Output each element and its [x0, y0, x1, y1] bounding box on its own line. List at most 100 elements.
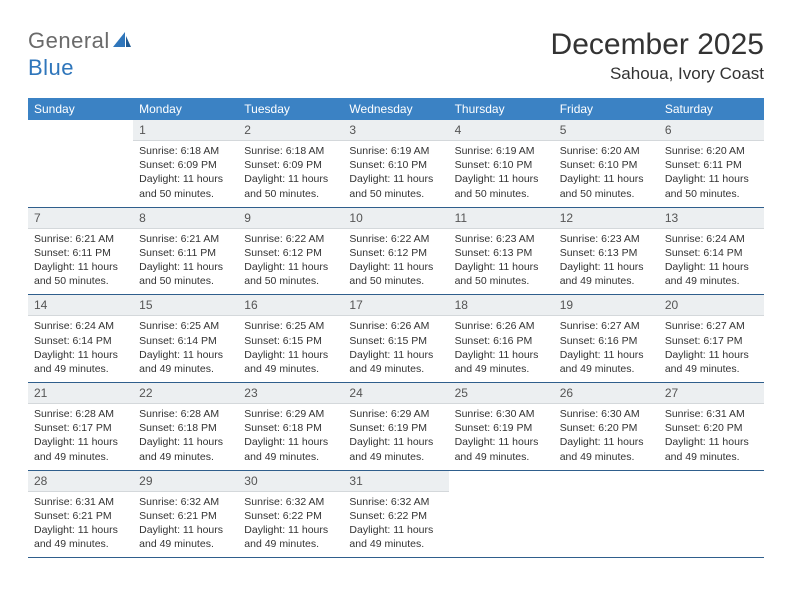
sunrise-text: Sunrise: 6:29 AM [244, 407, 337, 421]
sunrise-text: Sunrise: 6:21 AM [34, 232, 127, 246]
sunrise-text: Sunrise: 6:27 AM [665, 319, 758, 333]
day-number: 2 [238, 120, 343, 141]
sunrise-text: Sunrise: 6:32 AM [244, 495, 337, 509]
day-number: 13 [659, 208, 764, 229]
sunset-text: Sunset: 6:11 PM [34, 246, 127, 260]
day-body: Sunrise: 6:19 AMSunset: 6:10 PMDaylight:… [449, 141, 554, 207]
daylight-text: Daylight: 11 hours and 50 minutes. [244, 260, 337, 288]
day-cell: 24 Sunrise: 6:29 AMSunset: 6:19 PMDayligh… [343, 383, 448, 471]
day-number: 17 [343, 295, 448, 316]
sunrise-text: Sunrise: 6:28 AM [139, 407, 232, 421]
sunset-text: Sunset: 6:18 PM [139, 421, 232, 435]
sunrise-text: Sunrise: 6:25 AM [139, 319, 232, 333]
daylight-text: Daylight: 11 hours and 49 minutes. [244, 523, 337, 551]
sunset-text: Sunset: 6:19 PM [349, 421, 442, 435]
daylight-text: Daylight: 11 hours and 49 minutes. [349, 348, 442, 376]
daylight-text: Daylight: 11 hours and 49 minutes. [139, 523, 232, 551]
sunrise-text: Sunrise: 6:23 AM [560, 232, 653, 246]
sunset-text: Sunset: 6:16 PM [560, 334, 653, 348]
sunset-text: Sunset: 6:16 PM [455, 334, 548, 348]
day-cell: 9Sunrise: 6:22 AMSunset: 6:12 PMDaylight… [238, 207, 343, 295]
sunset-text: Sunset: 6:11 PM [665, 158, 758, 172]
day-body: Sunrise: 6:23 AMSunset: 6:13 PMDaylight:… [449, 229, 554, 295]
day-number: 19 [554, 295, 659, 316]
month-title: December 2025 [551, 28, 764, 62]
dow-thursday: Thursday [449, 98, 554, 120]
day-cell: 14 Sunrise: 6:24 AMSunset: 6:14 PMDayligh… [28, 295, 133, 383]
daylight-text: Daylight: 11 hours and 49 minutes. [34, 348, 127, 376]
day-body: Sunrise: 6:28 AMSunset: 6:18 PMDaylight:… [133, 404, 238, 470]
day-cell: 18Sunrise: 6:26 AMSunset: 6:16 PMDayligh… [449, 295, 554, 383]
daylight-text: Daylight: 11 hours and 49 minutes. [139, 348, 232, 376]
sunrise-text: Sunrise: 6:29 AM [349, 407, 442, 421]
day-number: 1 [133, 120, 238, 141]
daylight-text: Daylight: 11 hours and 49 minutes. [665, 435, 758, 463]
sunrise-text: Sunrise: 6:31 AM [665, 407, 758, 421]
day-body: Sunrise: 6:24 AMSunset: 6:14 PMDaylight:… [659, 229, 764, 295]
day-cell: 29Sunrise: 6:32 AMSunset: 6:21 PMDayligh… [133, 470, 238, 558]
dow-friday: Friday [554, 98, 659, 120]
sunrise-text: Sunrise: 6:19 AM [455, 144, 548, 158]
day-body: Sunrise: 6:22 AMSunset: 6:12 PMDaylight:… [343, 229, 448, 295]
sunset-text: Sunset: 6:15 PM [244, 334, 337, 348]
day-cell: 1Sunrise: 6:18 AMSunset: 6:09 PMDaylight… [133, 120, 238, 207]
day-cell: 22Sunrise: 6:28 AMSunset: 6:18 PMDayligh… [133, 383, 238, 471]
day-cell: 2Sunrise: 6:18 AMSunset: 6:09 PMDaylight… [238, 120, 343, 207]
day-number: 10 [343, 208, 448, 229]
sunrise-text: Sunrise: 6:28 AM [34, 407, 127, 421]
day-body: Sunrise: 6:25 AMSunset: 6:15 PMDaylight:… [238, 316, 343, 382]
day-number: 24 [343, 383, 448, 404]
daylight-text: Daylight: 11 hours and 49 minutes. [139, 435, 232, 463]
day-body: Sunrise: 6:25 AMSunset: 6:14 PMDaylight:… [133, 316, 238, 382]
daylight-text: Daylight: 11 hours and 50 minutes. [349, 172, 442, 200]
daylight-text: Daylight: 11 hours and 50 minutes. [455, 260, 548, 288]
dow-tuesday: Tuesday [238, 98, 343, 120]
daylight-text: Daylight: 11 hours and 49 minutes. [244, 348, 337, 376]
day-cell: 15Sunrise: 6:25 AMSunset: 6:14 PMDayligh… [133, 295, 238, 383]
day-number: 26 [554, 383, 659, 404]
day-cell: 25Sunrise: 6:30 AMSunset: 6:19 PMDayligh… [449, 383, 554, 471]
day-cell: 31Sunrise: 6:32 AMSunset: 6:22 PMDayligh… [343, 470, 448, 558]
dow-sunday: Sunday [28, 98, 133, 120]
day-body: Sunrise: 6:32 AMSunset: 6:22 PMDaylight:… [238, 492, 343, 558]
sunrise-text: Sunrise: 6:18 AM [244, 144, 337, 158]
day-number: 11 [449, 208, 554, 229]
day-number: 21 [28, 383, 133, 404]
sunset-text: Sunset: 6:17 PM [34, 421, 127, 435]
sunset-text: Sunset: 6:15 PM [349, 334, 442, 348]
day-cell: 27Sunrise: 6:31 AMSunset: 6:20 PMDayligh… [659, 383, 764, 471]
day-cell: 3Sunrise: 6:19 AMSunset: 6:10 PMDaylight… [343, 120, 448, 207]
daylight-text: Daylight: 11 hours and 50 minutes. [139, 172, 232, 200]
day-cell: 4Sunrise: 6:19 AMSunset: 6:10 PMDaylight… [449, 120, 554, 207]
daylight-text: Daylight: 11 hours and 50 minutes. [560, 172, 653, 200]
week-row: 28Sunrise: 6:31 AMSunset: 6:21 PMDayligh… [28, 470, 764, 558]
day-body: Sunrise: 6:30 AMSunset: 6:20 PMDaylight:… [554, 404, 659, 470]
sunrise-text: Sunrise: 6:26 AM [349, 319, 442, 333]
sunset-text: Sunset: 6:17 PM [665, 334, 758, 348]
day-body: Sunrise: 6:19 AMSunset: 6:10 PMDaylight:… [343, 141, 448, 207]
sunrise-text: Sunrise: 6:22 AM [349, 232, 442, 246]
day-number: 16 [238, 295, 343, 316]
day-body: Sunrise: 6:21 AMSunset: 6:11 PMDaylight:… [28, 229, 133, 295]
calendar-page: General Blue December 2025 Sahoua, Ivory… [0, 0, 792, 578]
sunrise-text: Sunrise: 6:24 AM [34, 319, 127, 333]
day-cell: 11Sunrise: 6:23 AMSunset: 6:13 PMDayligh… [449, 207, 554, 295]
day-number: 20 [659, 295, 764, 316]
sunrise-text: Sunrise: 6:23 AM [455, 232, 548, 246]
dow-monday: Monday [133, 98, 238, 120]
day-number: 4 [449, 120, 554, 141]
day-cell [449, 470, 554, 558]
day-number: 30 [238, 471, 343, 492]
logo-word2: Blue [28, 55, 74, 80]
daylight-text: Daylight: 11 hours and 49 minutes. [455, 435, 548, 463]
day-cell: 8Sunrise: 6:21 AMSunset: 6:11 PMDaylight… [133, 207, 238, 295]
daylight-text: Daylight: 11 hours and 49 minutes. [349, 435, 442, 463]
day-number: 27 [659, 383, 764, 404]
sunrise-text: Sunrise: 6:19 AM [349, 144, 442, 158]
day-body: Sunrise: 6:21 AMSunset: 6:11 PMDaylight:… [133, 229, 238, 295]
day-body: Sunrise: 6:31 AMSunset: 6:20 PMDaylight:… [659, 404, 764, 470]
sunset-text: Sunset: 6:22 PM [244, 509, 337, 523]
sunset-text: Sunset: 6:14 PM [34, 334, 127, 348]
day-body: Sunrise: 6:28 AMSunset: 6:17 PMDaylight:… [28, 404, 133, 470]
day-number: 14 [28, 295, 133, 316]
